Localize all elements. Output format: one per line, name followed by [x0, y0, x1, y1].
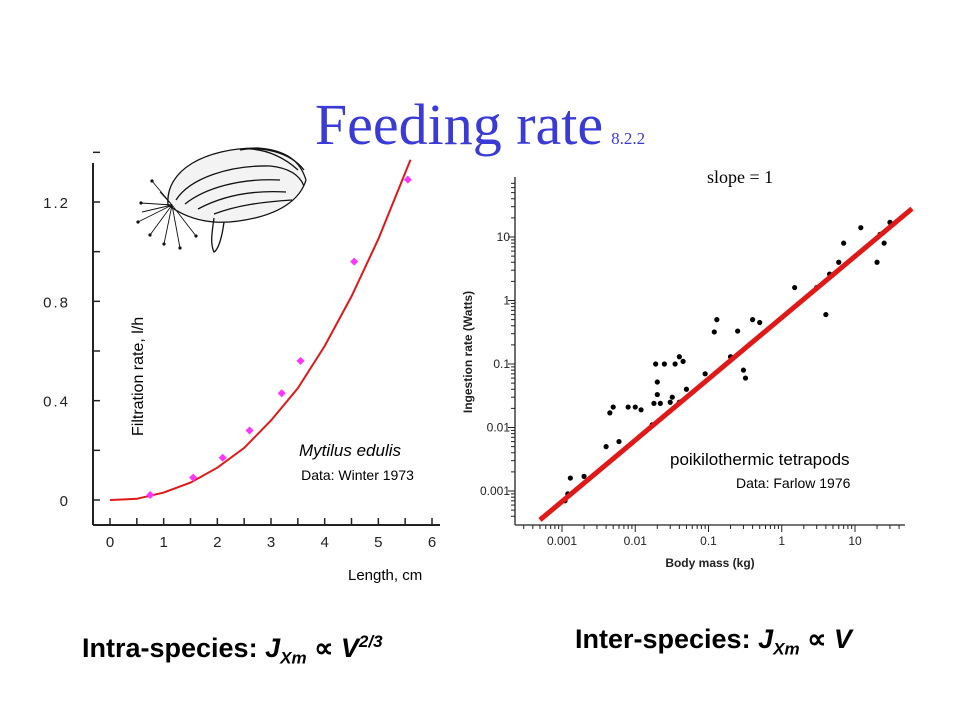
- left-data-point: [403, 175, 412, 184]
- left-y-tick-label: 1.2: [43, 195, 70, 212]
- left-species-label: Mytilus edulis: [298, 441, 402, 460]
- left-data-point: [245, 426, 254, 435]
- right-data-point: [841, 240, 847, 246]
- left-x-tick-label: 3: [267, 534, 275, 551]
- left-y-tick-label: 0.4: [43, 394, 70, 411]
- left-x-tick-label: 5: [374, 534, 382, 551]
- right-y-tick-label: 1: [503, 294, 510, 308]
- intra-eq-J: J: [265, 633, 281, 663]
- left-data-point: [218, 453, 227, 462]
- slope-label: slope = 1: [707, 167, 774, 187]
- right-x-tick-label: 1: [778, 534, 785, 548]
- right-data-point: [676, 354, 682, 360]
- right-data-point: [742, 375, 749, 381]
- right-data-point: [654, 391, 660, 398]
- left-x-tick-label: 2: [213, 534, 221, 551]
- right-y-tick-label: 0.01: [487, 421, 511, 435]
- inter-eq-J: J: [758, 624, 774, 654]
- inter-eq-sub: Xm: [773, 639, 800, 659]
- right-data-point: [625, 404, 631, 410]
- right-data-point: [654, 379, 660, 385]
- right-data-point: [823, 311, 829, 318]
- right-chart-axes: 0.001 0.01 0.1 1 10 0.001 0.01 0.1 1 10 Body mass …: [461, 177, 905, 570]
- title-section-ref: 8.2.2: [611, 129, 646, 148]
- intra-species-equation: Intra-species: JXm ∝ V2/3: [82, 632, 383, 668]
- right-fit-line: [538, 206, 914, 522]
- left-data-point: [350, 257, 359, 266]
- left-y-tick-label: 0: [60, 493, 70, 510]
- right-y-tick-label: 0.1: [493, 357, 510, 371]
- right-data-point: [714, 317, 720, 323]
- right-x-tick-label: 0.01: [624, 534, 648, 548]
- right-data-point: [792, 284, 798, 291]
- left-xlabel: Length, cm: [348, 567, 423, 584]
- right-data-point: [874, 259, 880, 265]
- right-data-point: [669, 394, 675, 400]
- right-data-point: [651, 400, 657, 406]
- left-fit-curve: [109, 159, 412, 501]
- left-chart-axes: 0 0.4 0.8 1.2 0 1 2 3 4 5 6: [43, 151, 440, 551]
- right-y-tick-label: 0.001: [480, 484, 510, 498]
- intra-eq-exp: 2/3: [358, 632, 383, 651]
- right-data-point: [581, 473, 587, 479]
- right-data-point: [667, 399, 673, 405]
- right-data-point: [740, 367, 747, 373]
- left-ylabel: Filtration rate, l/h: [130, 316, 147, 436]
- intra-eq-sub: Xm: [280, 648, 307, 668]
- left-data-point: [189, 473, 198, 482]
- right-data-point: [653, 361, 659, 367]
- right-data-point: [735, 328, 741, 334]
- right-data-point: [603, 444, 609, 450]
- left-source-label: Data: Winter 1973: [301, 467, 414, 483]
- intra-eq-V: V: [340, 633, 359, 663]
- right-group-label: poikilothermic tetrapods: [670, 450, 850, 469]
- left-y-tick-label: 0.8: [43, 294, 70, 311]
- right-x-tick-label: 10: [848, 534, 862, 548]
- right-data-point: [836, 259, 842, 265]
- left-x-tick-label: 4: [320, 534, 328, 551]
- right-data-point: [858, 225, 864, 231]
- left-x-tick-label: 0: [106, 534, 114, 551]
- right-source-label: Data: Farlow 1976: [736, 475, 851, 491]
- left-x-tick-label: 1: [159, 534, 167, 551]
- right-data-point: [672, 361, 678, 367]
- inter-eq-V: V: [833, 624, 852, 654]
- right-data-point: [750, 317, 756, 323]
- inter-eq-prop: ∝: [807, 624, 827, 654]
- right-data-point: [661, 361, 667, 367]
- page-title: Feeding rate 8.2.2: [0, 92, 960, 172]
- right-data-point: [757, 319, 763, 326]
- left-data-point: [146, 491, 155, 500]
- right-x-tick-label: 0.1: [700, 534, 717, 548]
- left-data-points: [146, 175, 412, 500]
- left-x-tick-label: 6: [428, 534, 436, 551]
- right-xlabel: Body mass (kg): [665, 556, 754, 570]
- right-data-point: [632, 404, 638, 410]
- right-y-tick-label: 10: [497, 230, 511, 244]
- mussel-illustration-icon: [136, 147, 307, 253]
- right-data-point: [638, 407, 644, 413]
- right-data-point: [616, 438, 622, 445]
- right-ylabel: Ingestion rate (Watts): [461, 291, 475, 413]
- left-data-point: [277, 389, 286, 398]
- inter-eq-prefix: Inter-species:: [575, 624, 759, 654]
- right-data-point: [567, 475, 573, 481]
- right-data-point: [711, 329, 717, 335]
- right-data-point: [680, 358, 686, 364]
- right-x-tick-label: 0.001: [547, 534, 577, 548]
- right-data-point: [881, 240, 887, 246]
- right-data-point: [610, 404, 616, 410]
- right-data-point: [657, 400, 663, 406]
- right-data-point: [607, 410, 613, 416]
- intra-eq-prefix: Intra-species:: [82, 633, 266, 663]
- inter-species-equation: Inter-species: JXm ∝ V: [575, 624, 852, 659]
- left-data-point: [296, 356, 305, 365]
- right-data-point: [702, 371, 708, 377]
- title-main: Feeding rate: [314, 92, 604, 157]
- right-data-point: [683, 386, 690, 392]
- intra-eq-prop: ∝: [314, 633, 334, 663]
